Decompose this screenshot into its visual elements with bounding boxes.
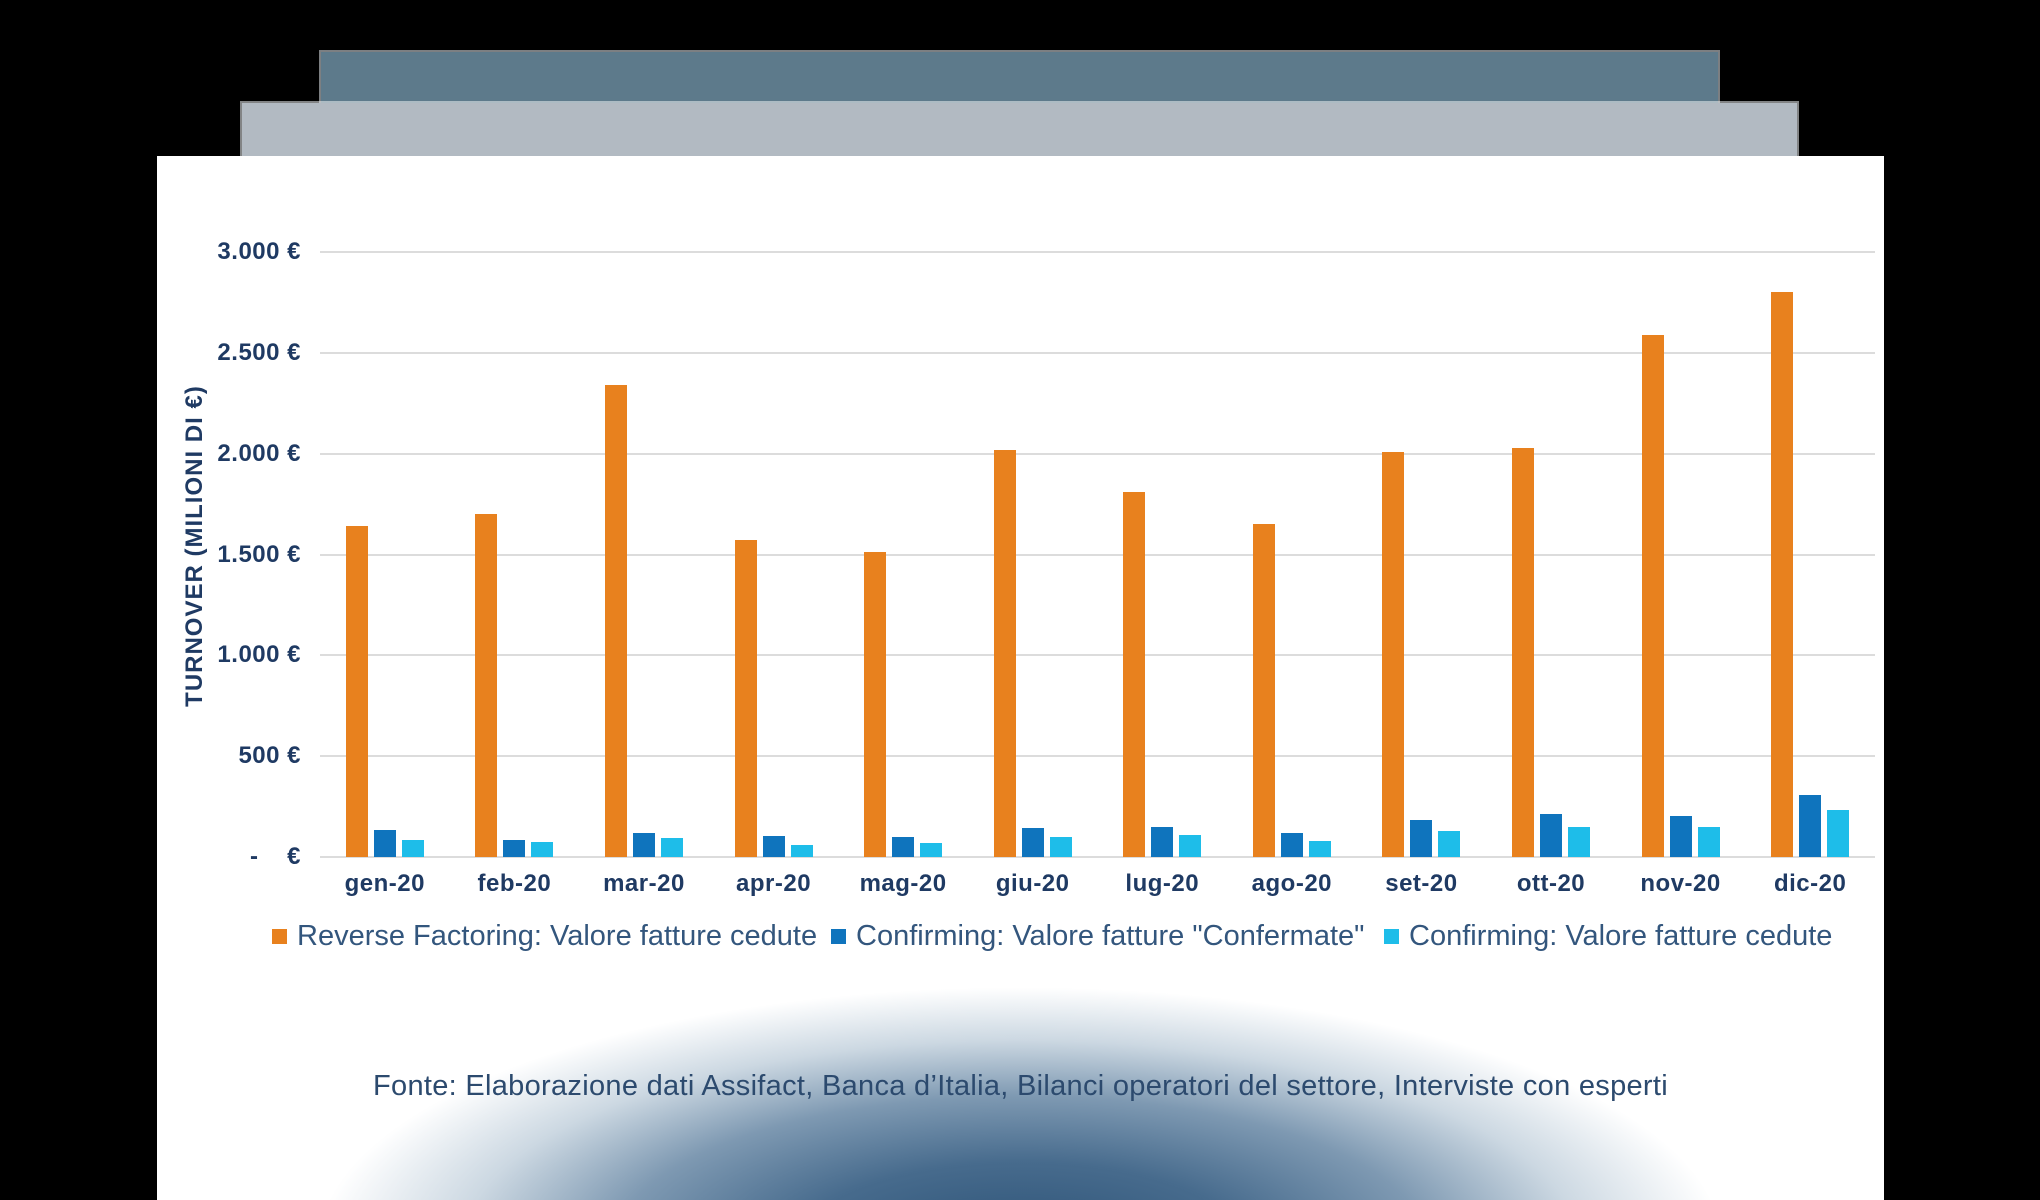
bar-series-1 [1799, 795, 1822, 857]
bar-series-0 [1511, 448, 1534, 857]
bar-group [968, 252, 1098, 857]
gridline [320, 654, 1875, 657]
bar-group [1745, 252, 1875, 857]
bar-group [1227, 252, 1357, 857]
bar-series-0 [864, 552, 887, 857]
y-axis-tick-label: 500 € [238, 742, 301, 770]
bar-series-2 [1179, 835, 1202, 857]
x-axis-label: ott-20 [1516, 870, 1586, 897]
bar-series-2 [660, 838, 683, 857]
bar-group [709, 252, 839, 857]
legend-item: Reverse Factoring: Valore fatture cedute [272, 916, 817, 956]
bar-series-2 [920, 843, 943, 857]
x-axis-label: nov-20 [1640, 870, 1721, 897]
gridline [320, 755, 1875, 758]
bar-series-1 [1410, 820, 1433, 857]
bar-series-2 [1567, 827, 1590, 857]
bar-group [320, 252, 450, 857]
bar-series-2 [1827, 810, 1850, 857]
legend-label: Confirming: Valore fatture "Confermate" [856, 919, 1365, 952]
bar-group [579, 252, 709, 857]
bar-series-2 [1308, 841, 1331, 857]
gridline [320, 351, 1875, 354]
bar-group [1486, 252, 1616, 857]
bar-series-1 [1021, 828, 1044, 857]
bar-group [1097, 252, 1227, 857]
x-axis-label: feb-20 [477, 870, 552, 897]
bar-series-1 [503, 840, 526, 857]
gridline [320, 452, 1875, 455]
bar-series-0 [1123, 492, 1146, 857]
legend: Reverse Factoring: Valore fatture cedute… [157, 916, 1884, 956]
legend-item: Confirming: Valore fatture "Confermate" [831, 916, 1364, 956]
x-axis: gen-20 feb-20 mar-20 apr-20 mag-20 giu-20 lug-… [320, 870, 1875, 902]
bar-series-1 [373, 830, 396, 857]
bar-series-0 [993, 450, 1016, 857]
x-axis-label: gen-20 [344, 870, 425, 897]
y-axis-tick-label: - € [249, 843, 301, 870]
x-axis-label: giu-20 [995, 870, 1070, 897]
gridline [320, 251, 1875, 253]
bar-group [838, 252, 968, 857]
legend-swatch [1384, 928, 1399, 944]
bar-series-1 [892, 837, 915, 857]
y-axis-tick-label: 2.000 € [217, 439, 301, 467]
bar-group [1357, 252, 1487, 857]
bar-series-0 [345, 526, 368, 857]
bar-series-container [320, 252, 1875, 857]
bar-series-0 [1252, 524, 1275, 857]
gridline [320, 553, 1875, 556]
y-axis-tick-label: 2.500 € [217, 338, 301, 366]
bar-series-2 [1438, 831, 1461, 857]
bar-series-0 [1641, 335, 1664, 857]
top-bar-light [242, 103, 1797, 156]
bar-series-1 [1280, 833, 1303, 857]
bar-series-2 [531, 842, 554, 857]
y-axis-tick-label: 3.000 € [217, 238, 301, 265]
legend-item: Confirming: Valore fatture cedute [1384, 916, 1832, 956]
bar-series-1 [1539, 814, 1562, 857]
bar-series-1 [1669, 816, 1692, 857]
bar-series-1 [632, 833, 655, 857]
legend-label: Reverse Factoring: Valore fatture cedute [297, 919, 818, 952]
bar-series-2 [1049, 837, 1072, 857]
bar-series-0 [604, 385, 627, 857]
y-axis: 3.000 € 2.500 € 2.000 € 1.500 € 1.000 € 500 €… [157, 238, 301, 870]
x-axis-label: mar-20 [603, 870, 685, 897]
bar-series-0 [1382, 452, 1405, 857]
legend-swatch [272, 928, 287, 944]
bar-group [450, 252, 580, 857]
bar-series-1 [1151, 827, 1174, 857]
bar-series-0 [475, 514, 498, 857]
x-axis-label: ago-20 [1251, 870, 1333, 897]
legend-swatch [831, 928, 846, 944]
bar-series-2 [1697, 827, 1720, 857]
bar-series-2 [790, 845, 813, 857]
x-axis-label: set-20 [1385, 870, 1458, 897]
gridline [320, 856, 1875, 858]
bar-series-2 [401, 840, 424, 857]
plot-area [320, 251, 1875, 858]
legend-label: Confirming: Valore fatture cedute [1409, 919, 1833, 952]
x-axis-label: lug-20 [1125, 870, 1200, 897]
x-axis-label: dic-20 [1773, 870, 1847, 897]
x-axis-label: mag-20 [859, 870, 947, 897]
bar-series-0 [734, 540, 757, 857]
y-axis-tick-label: 1.500 € [217, 540, 301, 568]
top-bar-dark [321, 52, 1718, 103]
y-axis-tick-label: 1.000 € [217, 641, 301, 669]
bar-series-1 [762, 836, 785, 857]
source-footer: Fonte: Elaborazione dati Assifact, Banca… [373, 1070, 1668, 1102]
x-axis-label: apr-20 [736, 870, 812, 897]
bar-group [1616, 252, 1746, 857]
chart-card: TURNOVER (MILIONI DI €) 3.000 €2.500 €2.… [157, 156, 1884, 1200]
bar-series-0 [1771, 292, 1794, 857]
